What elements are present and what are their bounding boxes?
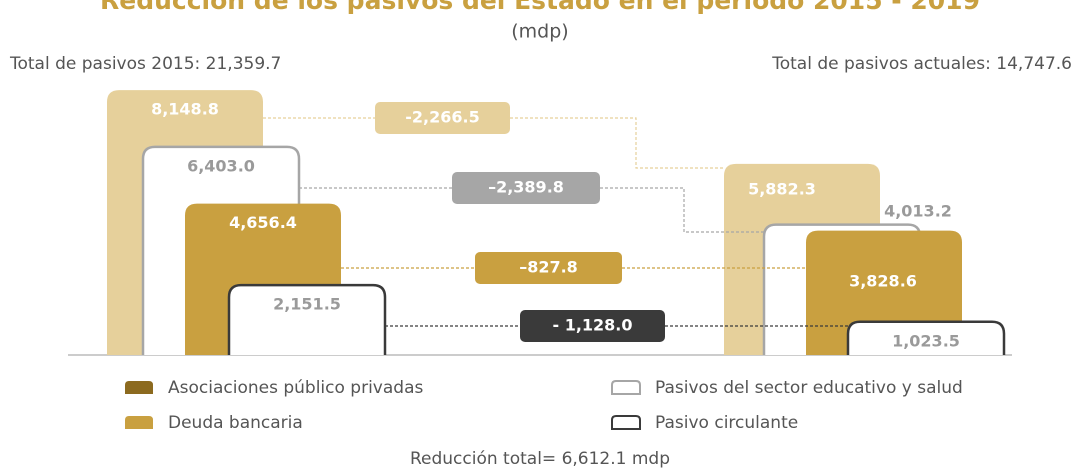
change-box (375, 102, 510, 134)
legend-swatch (611, 415, 641, 430)
change-label: –2,389.8 (488, 178, 564, 197)
bar (227, 283, 387, 355)
change-box (452, 172, 600, 204)
change-label: - 1,128.0 (552, 316, 632, 335)
change-label: –827.8 (519, 258, 578, 277)
legend-label: Pasivos del sector educativo y salud (655, 378, 963, 398)
value-label: 4,656.4 (229, 213, 297, 232)
note: Reducción total= 6,612.1 mdp (410, 449, 670, 469)
connector (263, 117, 724, 169)
value-label: 2,151.5 (273, 295, 341, 314)
connector (299, 187, 764, 233)
value-label: 4,013.2 (884, 202, 952, 221)
value-label: 6,403.0 (187, 156, 255, 175)
group-label: Total de pasivos 2015: 21,359.7 (9, 54, 281, 74)
value-label: 1,023.5 (892, 332, 960, 351)
change-box (520, 310, 665, 342)
change-box (475, 252, 622, 284)
change-label: -2,266.5 (405, 108, 479, 127)
legend-label: Pasivo circulante (655, 413, 798, 433)
value-label: 3,828.6 (849, 272, 917, 291)
legend-label: Asociaciones público privadas (168, 378, 423, 398)
group-label: Total de pasivos actuales: 14,747.6 (771, 54, 1072, 74)
chart-subtitle: (mdp) (511, 21, 568, 43)
legend-swatch (125, 381, 153, 394)
chart-title: Reducción de los pasivos del Estado en e… (100, 0, 980, 15)
value-label: 5,882.3 (748, 180, 816, 199)
value-label: 8,148.8 (151, 100, 219, 119)
bar (846, 320, 1006, 355)
legend-label: Deuda bancaria (168, 413, 303, 433)
legend-swatch (125, 416, 153, 429)
legend-swatch (611, 380, 641, 395)
